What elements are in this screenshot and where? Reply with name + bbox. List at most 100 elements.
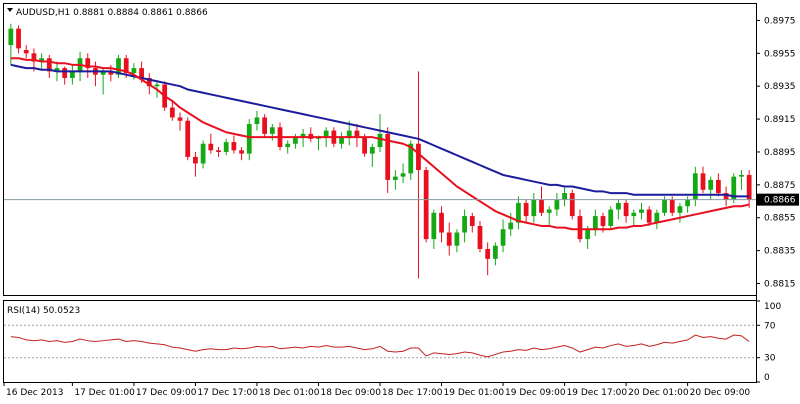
candle-body (639, 209, 644, 213)
rsi-levels (4, 324, 756, 359)
candle-body (577, 216, 583, 240)
candle-body (200, 143, 206, 164)
candle-body (700, 173, 706, 190)
price-tick-label: 0.8815 (764, 279, 796, 289)
rsi-tick-label: 30 (764, 354, 776, 364)
candle-body (146, 77, 152, 87)
chart-dropdown-icon[interactable] (7, 8, 13, 12)
rsi-tick-label: 100 (764, 302, 781, 312)
candle-body (31, 53, 37, 62)
time-tick-label: 17 Dec 17:00 (197, 388, 258, 398)
candle-body (592, 216, 598, 230)
candle-body (439, 212, 444, 233)
current-price-label: 0.8866 (764, 196, 796, 206)
candle-body (23, 50, 29, 54)
candle-body (62, 68, 68, 78)
candle-body (223, 142, 229, 152)
candle-body (69, 71, 75, 78)
candle-body (39, 58, 44, 62)
candle-body (231, 142, 237, 151)
rsi-tick-label: 0 (764, 373, 770, 383)
time-tick-label: 16 Dec 2013 (6, 388, 64, 398)
candle-body (85, 58, 91, 69)
time-tick-label: 18 Dec 17:00 (382, 388, 443, 398)
candle-body (546, 209, 552, 213)
candle-body (154, 84, 160, 87)
candle-body (16, 28, 21, 49)
price-tick-label: 0.8975 (764, 16, 796, 26)
candle-body (177, 117, 183, 121)
candle-body (554, 199, 560, 210)
candle-body (646, 209, 652, 223)
candle-body (392, 176, 398, 180)
candle-body (100, 71, 106, 75)
candle-body (416, 143, 421, 171)
candle-body (669, 199, 675, 213)
candle-body (346, 130, 352, 138)
candle-body (362, 137, 368, 154)
candle-body (539, 199, 544, 213)
candle-body (46, 58, 52, 72)
candle-body (139, 68, 144, 78)
price-ticks: 0.8975 0.8955 0.8935 0.8915 0.8895 0.8875 0.88… (756, 16, 796, 289)
rsi-series (10, 334, 750, 358)
candle-body (477, 225, 483, 249)
candle-body (492, 245, 498, 259)
candle-body (239, 150, 244, 154)
rsi-header: RSI(14) 50.0523 (7, 306, 80, 316)
price-tick-label: 0.8955 (764, 49, 796, 59)
time-tick-label: 19 Dec 17:00 (567, 388, 628, 398)
candle-body (300, 133, 306, 138)
candle-body (208, 143, 214, 151)
candle-body (377, 133, 383, 148)
price-tick-label: 0.8935 (764, 82, 796, 92)
candle-body (731, 176, 737, 200)
candle-body (631, 212, 637, 217)
candle-body (408, 143, 414, 174)
candle-body (585, 229, 591, 240)
candle-body (169, 107, 175, 118)
candle-body (323, 130, 329, 138)
rsi-plot-frame (3, 300, 757, 383)
time-tick-label: 17 Dec 01:00 (74, 388, 135, 398)
slow-moving-average-line (10, 63, 750, 198)
price-tick-label: 0.8895 (764, 148, 796, 158)
main-chart-header: AUDUSD,H1 0.8881 0.8884 0.8861 0.8866 (16, 8, 208, 18)
candle-body (385, 133, 391, 180)
candle-body (216, 150, 221, 152)
candle-body (616, 202, 621, 210)
candle-body (423, 170, 429, 240)
candle-body (516, 202, 521, 223)
candle-body (562, 193, 567, 200)
candle-body (254, 117, 260, 125)
candle-body (739, 174, 744, 177)
candle-body (454, 232, 460, 246)
candle-body (262, 117, 268, 134)
time-ticks: 16 Dec 2013 17 Dec 01:00 17 Dec 09:00 17 De… (3, 382, 751, 398)
time-tick-label: 20 Dec 09:00 (690, 388, 751, 398)
time-tick-label: 18 Dec 09:00 (320, 388, 381, 398)
candle-body (716, 179, 721, 194)
candle-body (116, 58, 121, 75)
candle-body (293, 137, 298, 144)
candle-body (469, 216, 475, 226)
candle-body (8, 28, 14, 46)
candle-body (600, 216, 606, 226)
candle-body (462, 216, 467, 233)
candle-body (500, 229, 506, 246)
current-price: 0.8866 (4, 193, 799, 206)
candle-body (339, 137, 344, 144)
candle-body (54, 68, 60, 72)
candle-body (193, 156, 198, 164)
time-tick-label: 20 Dec 01:00 (628, 388, 689, 398)
candle-body (654, 212, 660, 223)
candles (8, 23, 752, 279)
candle-body (662, 199, 667, 213)
candle-body (269, 127, 275, 134)
candle-body (746, 174, 752, 200)
candle-body (531, 199, 537, 217)
time-tick-label: 18 Dec 01:00 (259, 388, 320, 398)
rsi-line (10, 334, 750, 358)
candle-body (354, 130, 360, 138)
candle-body (523, 202, 529, 217)
